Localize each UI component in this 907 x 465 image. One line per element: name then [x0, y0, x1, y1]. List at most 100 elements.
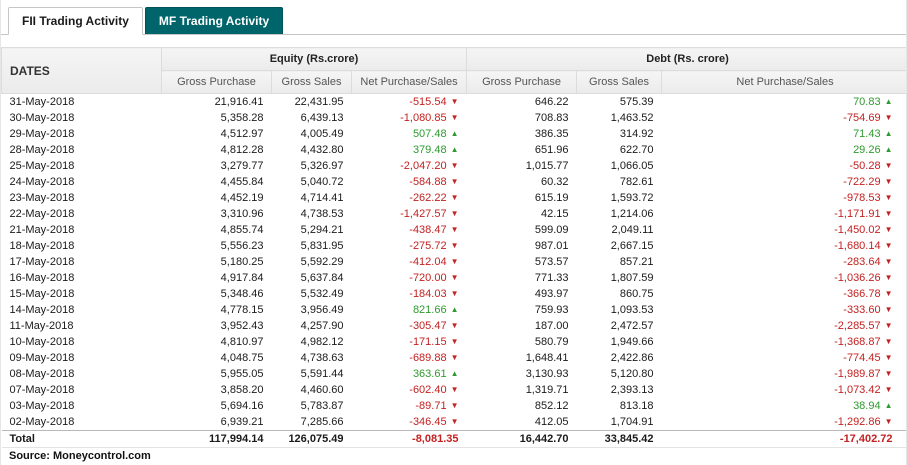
table-row: 31-May-2018 21,916.41 22,431.95 -515.54 ▼ 646…	[2, 94, 907, 111]
equity-net-purchase-sales-cell: 821.66 ▲	[412, 304, 459, 316]
total-row: Total 117,994.14 126,075.49 -8,081.35 16,442…	[1, 430, 906, 448]
equity-gross-purchase-cell: 4,812.28	[220, 144, 264, 156]
down-arrow-icon: ▼	[884, 289, 893, 298]
equity-gross-purchase-cell: 4,512.97	[220, 128, 264, 140]
table-header: DATES Equity (Rs.crore) Debt (Rs. crore)…	[1, 47, 906, 94]
debt-gross-sales-cell: 575.39	[619, 96, 654, 108]
table-row: 07-May-2018 3,858.20 4,460.60 -602.40 ▼ 1,319…	[2, 382, 907, 398]
down-arrow-icon: ▼	[450, 241, 459, 250]
up-arrow-icon: ▲	[450, 129, 459, 138]
debt-gross-sales-cell: 1,066.05	[610, 160, 654, 172]
equity-gross-sales-cell: 126,075.49	[271, 430, 352, 448]
tab-fii-trading-activity[interactable]: FII Trading Activity	[8, 7, 143, 35]
table-row: 08-May-2018 5,955.05 5,591.44 363.61 ▲ 3,130.…	[2, 366, 907, 382]
equity-net-purchase-sales-cell: -1,080.85 ▼	[400, 112, 459, 124]
equity-gross-sales-cell: 4,738.63	[300, 352, 344, 364]
debt-net-purchase-sales-cell: 29.26 ▲	[853, 144, 893, 156]
equity-gross-sales-cell: 4,005.49	[300, 128, 344, 140]
debt-net-purchase-sales-cell: -1,036.26 ▼	[834, 272, 893, 284]
down-arrow-icon: ▼	[884, 193, 893, 202]
debt-gross-sales-cell: 2,393.13	[610, 384, 654, 396]
equity-gross-sales-cell: 5,040.72	[300, 176, 344, 188]
date-cell: 11-May-2018	[9, 320, 74, 332]
date-cell: 15-May-2018	[9, 288, 75, 300]
date-cell: 28-May-2018	[9, 144, 75, 156]
equity-gross-purchase-cell: 4,048.75	[220, 352, 264, 364]
table-row: 15-May-2018 5,348.46 5,532.49 -184.03 ▼ 493.9…	[2, 286, 907, 302]
down-arrow-icon: ▼	[884, 337, 893, 346]
equity-net-purchase-sales-cell: -602.40 ▼	[409, 384, 459, 396]
debt-net-purchase-sales-cell: 70.83 ▲	[853, 96, 893, 108]
table-row: 29-May-2018 4,512.97 4,005.49 507.48 ▲ 386.35…	[2, 126, 907, 142]
debt-net-purchase-sales-cell: -1,450.02 ▼	[834, 224, 893, 236]
debt-gross-purchase-cell: 412.05	[534, 416, 569, 428]
down-arrow-icon: ▼	[450, 225, 459, 234]
date-cell: 10-May-2018	[9, 336, 75, 348]
equity-group-header: Equity (Rs.crore)	[160, 47, 468, 71]
equity-gross-purchase-cell: 3,279.77	[220, 160, 264, 172]
down-arrow-icon: ▼	[450, 193, 459, 202]
down-arrow-icon: ▼	[884, 385, 893, 394]
debt-net-purchase-sales-cell: -2,285.57 ▼	[834, 320, 893, 332]
debt-gross-purchase-cell: 771.33	[534, 272, 569, 284]
equity-net-purchase-sales-cell: 363.61 ▲	[412, 368, 459, 380]
equity-gross-sales-cell: 4,982.12	[300, 336, 344, 348]
equity-net-purchase-sales-cell: 507.48 ▲	[412, 128, 459, 140]
debt-gross-sales-cell: 622.70	[619, 144, 654, 156]
equity-net-purchase-sales-header: Net Purchase/Sales	[350, 70, 468, 94]
debt-gross-sales-cell: 5,120.80	[610, 368, 654, 380]
equity-net-purchase-sales-cell: -305.47 ▼	[409, 320, 459, 332]
equity-gross-purchase-cell: 3,310.96	[220, 208, 264, 220]
debt-net-purchase-sales-cell: -722.29 ▼	[843, 176, 893, 188]
total-label: Total	[1, 430, 162, 448]
table-row: 02-May-2018 6,939.21 7,285.66 -346.45 ▼ 412.0…	[2, 414, 907, 431]
debt-gross-purchase-cell: 646.22	[534, 96, 569, 108]
equity-gross-purchase-cell: 5,694.16	[220, 400, 264, 412]
debt-net-purchase-sales-cell: 38.94 ▲	[853, 400, 893, 412]
table-row: 03-May-2018 5,694.16 5,783.87 -89.71 ▼ 852.12…	[2, 398, 907, 414]
debt-net-purchase-sales-cell: -774.45 ▼	[843, 352, 893, 364]
dates-column-header: DATES	[1, 47, 162, 94]
table-row: 16-May-2018 4,917.84 5,637.84 -720.00 ▼ 771.3…	[2, 270, 907, 286]
equity-net-purchase-sales-cell: -262.22 ▼	[409, 192, 459, 204]
date-cell: 25-May-2018	[9, 160, 75, 172]
up-arrow-icon: ▲	[884, 401, 893, 410]
debt-gross-purchase-cell: 1,648.41	[525, 352, 569, 364]
date-cell: 24-May-2018	[9, 176, 75, 188]
down-arrow-icon: ▼	[450, 209, 459, 218]
equity-net-purchase-sales-cell: -584.88 ▼	[409, 176, 459, 188]
source-credit: Source: Moneycontrol.com	[9, 450, 151, 462]
equity-gross-purchase-cell: 4,455.84	[220, 176, 264, 188]
down-arrow-icon: ▼	[450, 257, 459, 266]
equity-gross-purchase-cell: 5,348.46	[220, 288, 264, 300]
debt-gross-sales-cell: 33,845.42	[576, 430, 662, 448]
table-row: 14-May-2018 4,778.15 3,956.49 821.66 ▲ 759.93…	[2, 302, 907, 318]
date-cell: 23-May-2018	[9, 192, 75, 204]
debt-gross-purchase-cell: 386.35	[534, 128, 569, 140]
debt-net-purchase-sales-cell: -1,989.87 ▼	[834, 368, 893, 380]
equity-gross-sales-cell: 4,432.80	[300, 144, 344, 156]
tab-mf-trading-activity[interactable]: MF Trading Activity	[144, 7, 284, 34]
debt-gross-sales-cell: 857.21	[619, 256, 654, 268]
equity-net-purchase-sales-cell: -2,047.20 ▼	[400, 160, 459, 172]
debt-gross-sales-cell: 2,667.15	[610, 240, 654, 252]
equity-gross-purchase-cell: 4,855.74	[220, 224, 264, 236]
debt-gross-purchase-cell: 1,015.77	[525, 160, 569, 172]
down-arrow-icon: ▼	[450, 321, 459, 330]
equity-gross-purchase-cell: 5,556.23	[220, 240, 264, 252]
debt-net-purchase-sales-cell: -366.78 ▼	[843, 288, 893, 300]
equity-gross-sales-cell: 5,637.84	[300, 272, 344, 284]
date-cell: 21-May-2018	[9, 224, 75, 236]
equity-gross-sales-cell: 7,285.66	[300, 416, 344, 428]
table-row: 21-May-2018 4,855.74 5,294.21 -438.47 ▼ 599.0…	[2, 222, 907, 238]
equity-gross-sales-cell: 5,532.49	[300, 288, 344, 300]
date-cell: 03-May-2018	[9, 400, 75, 412]
debt-group-header: Debt (Rs. crore)	[466, 47, 906, 71]
debt-gross-sales-cell: 1,093.53	[610, 304, 654, 316]
up-arrow-icon: ▲	[450, 305, 459, 314]
equity-gross-sales-cell: 5,592.29	[300, 256, 344, 268]
debt-net-purchase-sales-cell: 71.43 ▲	[853, 128, 893, 140]
equity-gross-sales-cell: 6,439.13	[300, 112, 344, 124]
down-arrow-icon: ▼	[884, 321, 893, 330]
debt-gross-purchase-cell: 852.12	[534, 400, 569, 412]
